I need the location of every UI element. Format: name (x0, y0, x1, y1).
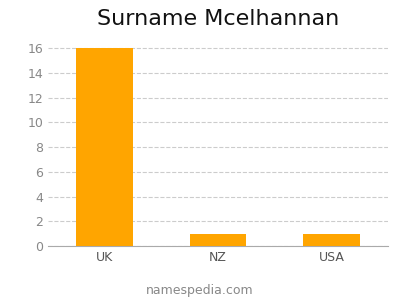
Bar (303, 234, 360, 246)
Bar (76, 48, 133, 246)
Text: namespedia.com: namespedia.com (146, 284, 254, 297)
Title: Surname Mcelhannan: Surname Mcelhannan (97, 9, 339, 29)
Bar (190, 234, 246, 246)
